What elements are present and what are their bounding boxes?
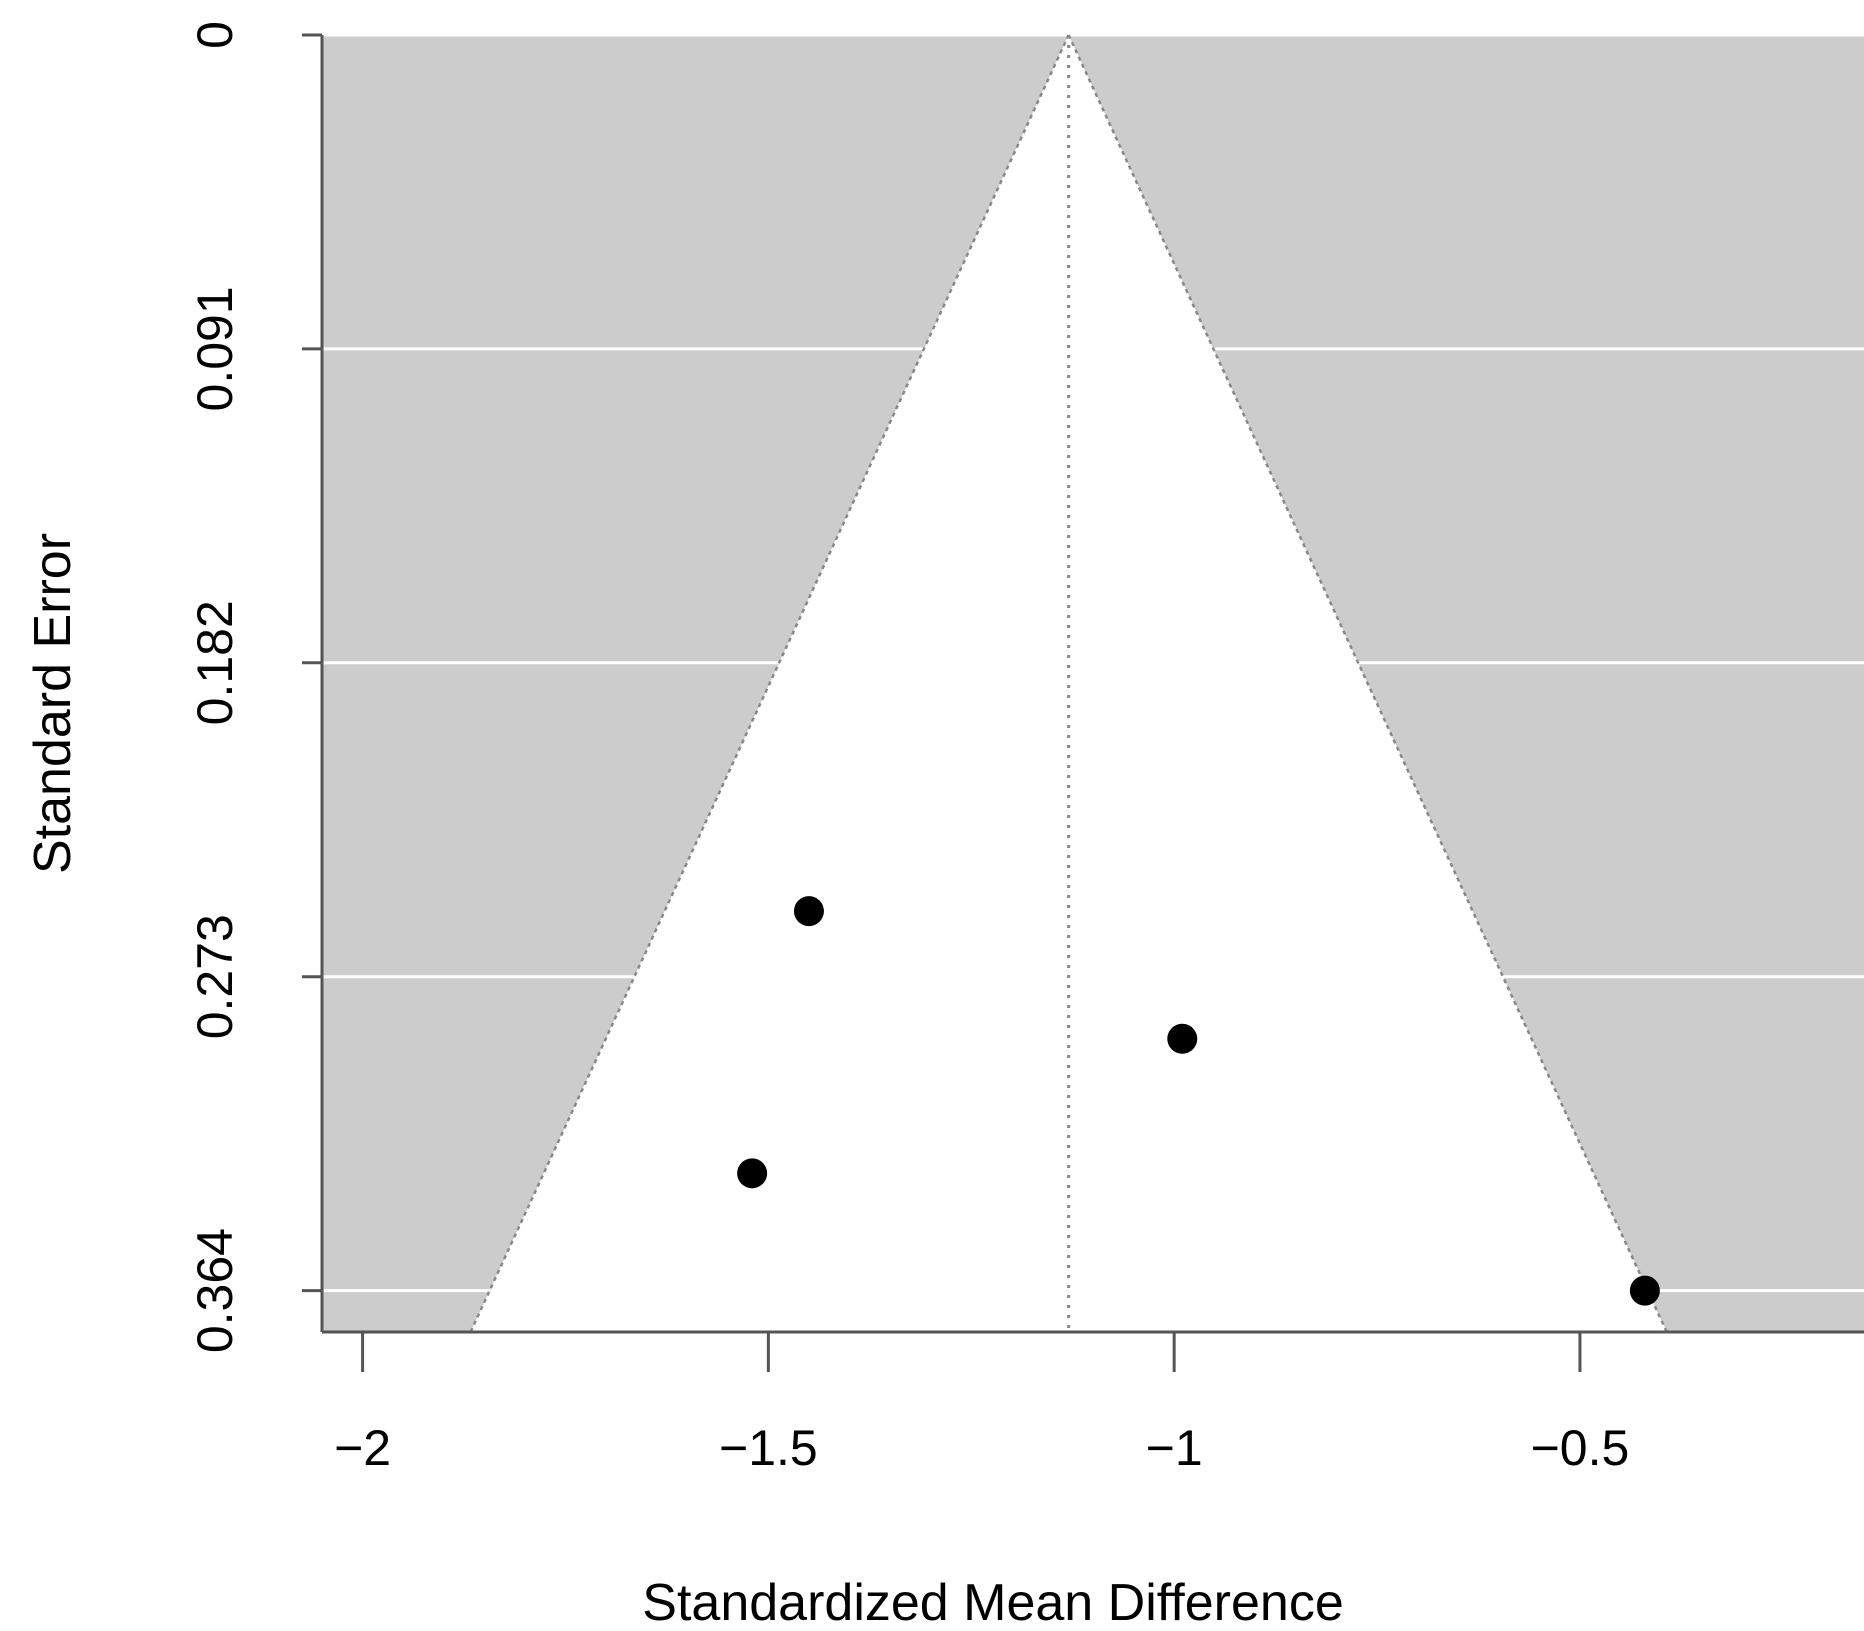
funnel-right-edge xyxy=(1067,34,1668,1333)
y-tick-label-2: 0.182 xyxy=(187,600,243,725)
x-tick-label-3: −0.5 xyxy=(1531,1420,1630,1476)
data-point-2 xyxy=(1167,1023,1198,1054)
y-axis-ticks: 0 0.091 0.182 0.273 0.364 xyxy=(187,21,322,1353)
x-tick-label-1: −1.5 xyxy=(719,1420,818,1476)
x-tick-label-0: −2 xyxy=(334,1420,391,1476)
y-tick-label-4: 0.364 xyxy=(187,1228,243,1353)
x-tick-label-2: −1 xyxy=(1146,1420,1203,1476)
y-tick-label-0: 0 xyxy=(187,21,243,49)
data-point-1 xyxy=(737,1158,768,1189)
data-point-0 xyxy=(793,896,824,927)
x-axis-title: Standardized Mean Difference xyxy=(642,1574,1343,1631)
gridlines xyxy=(322,33,1864,1293)
data-points xyxy=(737,896,1660,1306)
funnel-region xyxy=(470,35,1667,1332)
y-tick-label-1: 0.091 xyxy=(187,286,243,411)
y-axis-title: Standard Error xyxy=(24,533,82,874)
x-axis-ticks: −2 −1.5 −1 −0.5 xyxy=(334,1332,1629,1476)
data-point-3 xyxy=(1629,1275,1660,1306)
funnel-left-edge xyxy=(469,34,1070,1333)
y-tick-label-3: 0.273 xyxy=(187,914,243,1039)
